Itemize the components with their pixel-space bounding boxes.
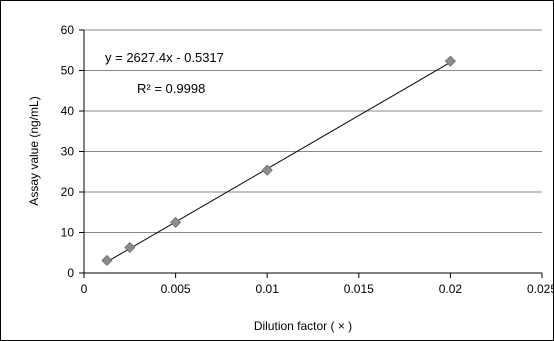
x-tick-label: 0.015 xyxy=(344,282,374,296)
y-tick-label: 0 xyxy=(67,266,74,280)
tick-labels: 0 10 20 30 40 50 60 0 0.005 0.01 0.015 0.02 0.025 xyxy=(61,23,554,296)
x-tick-label: 0.025 xyxy=(527,282,554,296)
y-tick-label: 30 xyxy=(61,145,75,159)
data-point xyxy=(444,55,456,67)
y-tick-label: 10 xyxy=(61,226,75,240)
gridlines xyxy=(84,29,542,233)
x-tick-label: 0.02 xyxy=(439,282,463,296)
data-point xyxy=(101,254,113,267)
y-tick-label: 50 xyxy=(61,64,75,78)
x-tick-label: 0.005 xyxy=(161,282,191,296)
r-squared-label: R² = 0.9998 xyxy=(137,81,205,96)
trendline-equation: y = 2627.4x - 0.5317 xyxy=(105,50,224,65)
data-point xyxy=(170,216,182,228)
trendline-line xyxy=(106,61,451,263)
x-tick-label: 0.01 xyxy=(256,282,280,296)
y-tick-label: 60 xyxy=(61,23,75,37)
data-point xyxy=(124,241,136,254)
data-point xyxy=(261,164,273,176)
axes xyxy=(79,29,543,278)
x-axis-title: Dilution factor ( × ) xyxy=(254,319,352,333)
x-tick-label: 0 xyxy=(81,282,88,296)
y-tick-label: 20 xyxy=(61,185,75,199)
y-tick-label: 40 xyxy=(61,104,75,118)
trendline xyxy=(106,61,451,263)
y-axis-title: Assay value (ng/mL) xyxy=(27,96,41,205)
data-points xyxy=(101,55,456,267)
